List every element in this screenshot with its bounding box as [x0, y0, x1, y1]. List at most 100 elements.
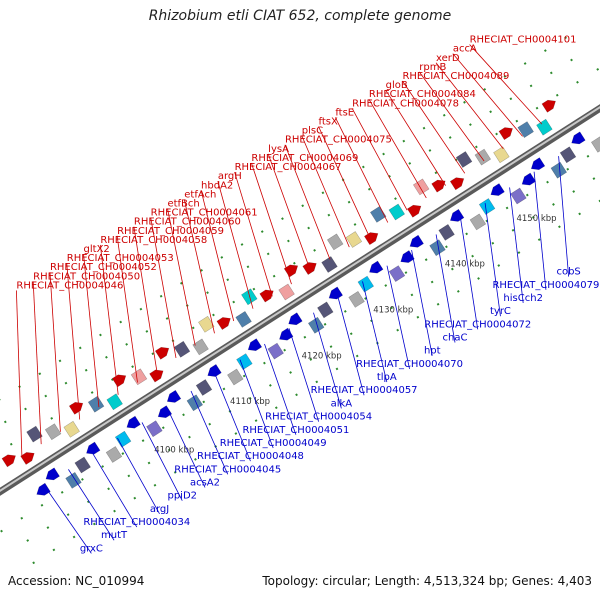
reverse-gene-block [590, 135, 600, 153]
leader-line [533, 171, 547, 290]
reverse-gene-arrow [157, 405, 173, 419]
leader-line [334, 117, 389, 223]
reverse-gene-block-shape [357, 275, 375, 293]
gene-label: hpt [424, 346, 441, 357]
forward-gene-block-shape [455, 151, 473, 168]
gene-label: accA [453, 44, 477, 55]
forward-gene-arrow-shape [149, 369, 164, 383]
gene-label: gltX2 [84, 244, 110, 255]
gene-label: etfAch [184, 189, 216, 200]
reverse-gene-block [105, 446, 123, 463]
forward-gene-block-shape [388, 203, 406, 221]
forward-gene-block [345, 231, 363, 248]
forward-gene-arrow-shape [259, 289, 274, 303]
reverse-gene-arrow [521, 172, 537, 186]
gene-label: rpmB [419, 62, 446, 73]
forward-gene-arrow [111, 374, 127, 388]
forward-gene-arrow [363, 232, 379, 246]
scale-tick-label: 4110 kbp [230, 397, 270, 407]
forward-gene-block [198, 315, 215, 333]
gene-label: argH [218, 171, 242, 182]
leader-line [288, 328, 320, 422]
reverse-gene-arrow-shape [157, 405, 173, 419]
scale-tick-label: 4120 kbp [302, 351, 342, 361]
guide-track [0, 28, 579, 401]
gene-label: tlpA [377, 372, 397, 383]
gene-label: xerD [436, 53, 460, 64]
gene-label: RHECIAT_CH0004067 [235, 162, 342, 173]
reverse-gene-block [478, 198, 496, 215]
reverse-gene-block [550, 161, 568, 179]
reverse-gene-block [186, 394, 204, 412]
forward-gene-block [130, 368, 148, 386]
forward-gene-arrow-shape [216, 317, 231, 330]
gene-label: gloB [386, 80, 408, 91]
forward-gene-block-shape [106, 393, 123, 411]
leader-line [99, 244, 119, 395]
leader-line [92, 453, 138, 528]
forward-gene-arrow [216, 317, 231, 330]
reverse-gene-arrow-shape [288, 312, 303, 326]
leader-line [15, 290, 23, 457]
reverse-gene-block [114, 430, 132, 448]
forward-gene-block [455, 151, 473, 168]
leader-line [133, 226, 158, 371]
leader-line [509, 187, 524, 304]
reverse-gene-block-shape [105, 446, 123, 463]
gene-label: RHECIAT_CH0004101 [470, 35, 577, 46]
gene-label: RHECIAT_CH0004052 [50, 262, 157, 273]
reverse-gene-block-shape [550, 161, 568, 179]
reverse-gene-block [510, 187, 527, 205]
gene-label: RHECIAT_CH0004049 [220, 438, 327, 449]
reverse-gene-arrow [571, 131, 586, 145]
forward-gene-block [474, 148, 492, 166]
forward-gene-block-shape [87, 395, 105, 413]
leader-line [469, 44, 543, 125]
forward-gene-block [517, 121, 534, 138]
gene-label: RHECIAT_CH0004051 [242, 425, 349, 436]
gene-label: RHECIAT_CH0004089 [402, 71, 509, 82]
forward-gene-arrow-shape [68, 401, 84, 415]
genome-backbone [0, 104, 600, 496]
forward-gene-arrow-shape [20, 452, 35, 465]
gene-label: RHECIAT_CH0004057 [311, 385, 418, 396]
forward-gene-block [321, 256, 338, 273]
scale-ticks: 4100 kbp 4110 kbp 4120 kbp 4130 kbp 4140 kbp… [154, 214, 556, 456]
reverse-gene-block-shape [388, 265, 406, 282]
forward-gene-arrow [68, 401, 84, 415]
forward-gene-block-shape [173, 340, 191, 358]
gene-label: RHECIAT_CH0004054 [265, 412, 372, 423]
gene-features [1, 99, 600, 496]
reverse-gene-arrow [36, 482, 51, 496]
leader-line [183, 199, 215, 334]
gene-label: RHECIAT_CH0004075 [285, 135, 392, 146]
forward-gene-arrow [541, 99, 556, 113]
leader-line [435, 234, 456, 343]
forward-gene-block-shape [517, 121, 534, 138]
reverse-gene-arrow [449, 208, 465, 222]
reverse-gene-arrow [490, 183, 505, 196]
leader-line [558, 156, 570, 277]
reverse-gene-arrow-shape [328, 286, 344, 300]
forward-gene-block [326, 233, 344, 251]
reverse-gene-arrow [166, 389, 182, 403]
leader-line [313, 312, 342, 409]
accession-text: Accession: NC_010994 [8, 574, 145, 588]
forward-gene-block-shape [63, 420, 80, 438]
leader-line [435, 62, 504, 149]
leader-line [284, 144, 331, 260]
forward-gene-block-shape [198, 315, 215, 333]
forward-gene-arrow [498, 127, 513, 141]
gene-label: RHECIAT_CH0004084 [369, 89, 476, 100]
leader-line [301, 135, 350, 248]
forward-gene-arrow-shape [431, 179, 446, 193]
reverse-gene-arrow-shape [369, 260, 384, 274]
gene-label: plsC [302, 126, 323, 137]
reverse-gene-arrow [126, 415, 141, 429]
reverse-gene-arrow [328, 286, 344, 300]
reverse-gene-block [348, 291, 365, 308]
gene-label: RHECIAT_CH0004045 [174, 464, 281, 475]
reverse-gene-arrow-shape [400, 250, 415, 263]
reverse-gene-block [65, 472, 82, 489]
